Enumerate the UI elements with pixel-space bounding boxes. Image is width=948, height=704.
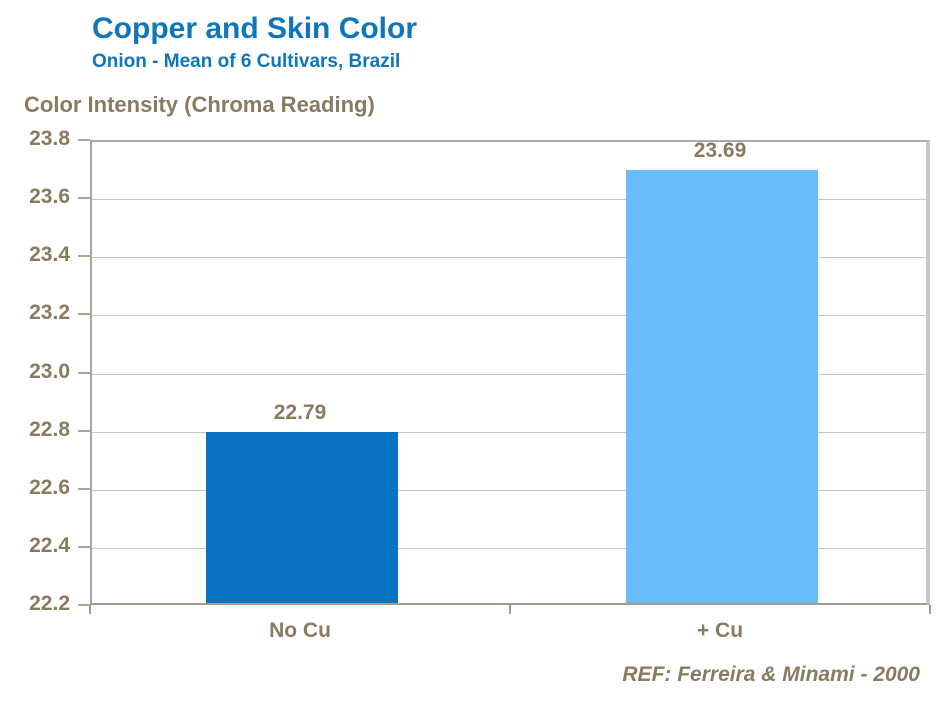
reference-text: REF: Ferreira & Minami - 2000 (622, 663, 920, 686)
x-axis-tick (509, 605, 511, 614)
y-tick-label: 22.8 (29, 417, 70, 441)
y-tick-label: 22.2 (29, 592, 70, 615)
y-axis-tick (78, 313, 90, 316)
y-axis-tick (78, 429, 90, 432)
gridline (92, 547, 926, 549)
x-axis-tick (89, 605, 91, 614)
gridline (92, 431, 926, 433)
y-tick-label: 22.4 (29, 533, 70, 557)
bar-value-label: 22.79 (273, 400, 327, 424)
gridline (92, 199, 926, 201)
y-axis-tick (78, 197, 90, 200)
y-axis-tick (78, 487, 90, 490)
category-label: No Cu (269, 619, 331, 642)
category-label: + Cu (696, 619, 744, 642)
bar--cu (626, 169, 818, 603)
gridline (92, 373, 926, 375)
y-tick-label: 23.4 (29, 243, 70, 267)
plot-area (90, 140, 930, 605)
y-axis-tick (78, 139, 90, 141)
y-axis-tick (78, 255, 90, 258)
y-tick-label: 23.2 (29, 301, 70, 325)
y-axis-tick (78, 371, 90, 374)
y-tick-label: 23.6 (29, 185, 70, 209)
gridline (92, 489, 926, 491)
y-tick-label: 22.6 (29, 475, 70, 499)
gridline (92, 315, 926, 317)
y-tick-label: 23.8 (29, 127, 70, 150)
y-axis-title: Color Intensity (Chroma Reading) (24, 92, 375, 117)
y-axis-tick (78, 604, 90, 606)
y-tick-label: 23.0 (29, 359, 70, 383)
bar-value-label: 23.69 (693, 138, 747, 162)
y-axis-tick (78, 545, 90, 548)
gridline (92, 257, 926, 259)
chart-subtitle: Onion - Mean of 6 Cultivars, Brazil (92, 51, 401, 72)
chart-title: Copper and Skin Color (92, 12, 418, 45)
x-axis-tick (929, 605, 931, 614)
bar-no-cu (206, 431, 398, 603)
